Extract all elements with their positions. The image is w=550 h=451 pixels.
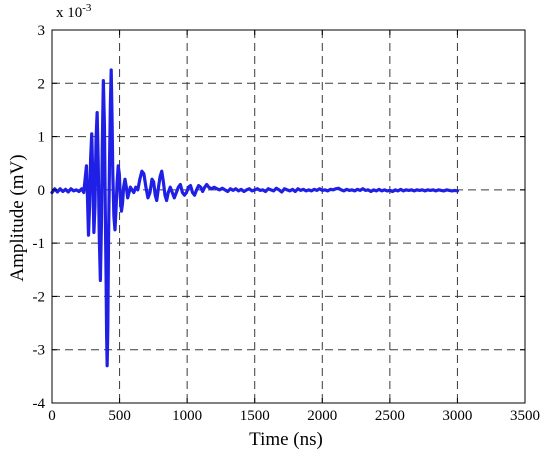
series-layer [50,68,460,368]
y-tick-label: 2 [38,76,46,92]
x-tick-label: 1500 [240,408,270,424]
x-tick-label: 2500 [375,408,405,424]
y-tick-label: 3 [38,23,46,39]
y-tick-label: -1 [33,236,46,252]
x-tick-label: 500 [108,408,131,424]
x-tick-label: 3500 [510,408,540,424]
x-tick-labels: 0 500 1000 1500 2000 2500 3000 3500 [48,408,540,424]
tick-marks [51,29,526,404]
y-axis-multiplier: x 10-3 [56,2,92,21]
x-axis-title: Time (ns) [249,429,323,450]
y-tick-label: -3 [33,343,46,359]
x-tick-label: 3000 [442,408,472,424]
x-tick-label: 1000 [172,408,202,424]
y-tick-labels: 3 2 1 0 -1 -2 -3 -4 [33,23,46,412]
plot-area-frame [51,29,526,404]
y-tick-label: 0 [38,183,46,199]
y-tick-label: -2 [33,289,46,305]
series-line-0 [50,68,460,368]
y-tick-label: -4 [33,396,46,412]
x-tick-label: 2000 [307,408,337,424]
y-axis-title: Amplitude (mV) [7,154,28,281]
y-axis-multiplier-exponent: -3 [82,2,92,14]
y-tick-label: 1 [38,130,46,146]
x-tick-label: 0 [48,408,56,424]
